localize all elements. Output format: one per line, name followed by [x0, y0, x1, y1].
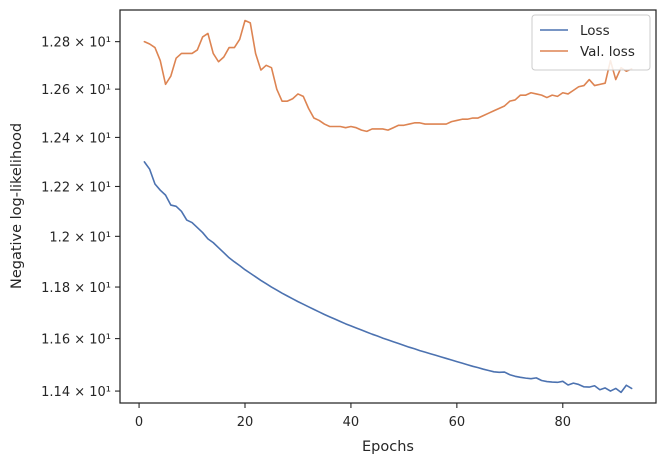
y-tick-label: 1.2 × 10¹ — [49, 230, 111, 245]
x-axis-ticks: 0 20 40 60 80 — [135, 403, 571, 430]
y-tick-label: 1.14 × 10¹ — [41, 385, 111, 400]
y-tick-label: 1.26 × 10¹ — [41, 83, 111, 98]
x-axis-label: Epochs — [362, 439, 414, 455]
y-axis-ticks: 1.14 × 10¹ 1.16 × 10¹ 1.18 × 10¹ 1.2 × 10¹ 1… — [41, 36, 120, 400]
y-tick-label: 1.28 × 10¹ — [41, 36, 111, 51]
legend-label: Loss — [580, 23, 610, 39]
x-tick-label: 60 — [449, 415, 466, 430]
plot-frame — [119, 9, 657, 404]
x-tick-label: 20 — [237, 415, 254, 430]
x-tick-label: 0 — [135, 415, 143, 430]
y-tick-label: 1.18 × 10¹ — [41, 281, 111, 296]
x-tick-label: 80 — [555, 415, 572, 430]
y-tick-label: 1.24 × 10¹ — [41, 131, 111, 146]
series-lines — [143, 19, 633, 394]
legend: Loss Val. loss — [531, 14, 651, 71]
y-tick-label: 1.16 × 10¹ — [41, 333, 111, 348]
legend-box — [531, 14, 651, 71]
x-tick-label: 40 — [343, 415, 360, 430]
series-line-2 — [143, 19, 633, 133]
legend-label: Val. loss — [580, 44, 635, 60]
y-tick-label: 1.22 × 10¹ — [41, 180, 111, 195]
y-axis-label: Negative log-likelihood — [9, 123, 25, 289]
series-line-1 — [143, 161, 633, 394]
